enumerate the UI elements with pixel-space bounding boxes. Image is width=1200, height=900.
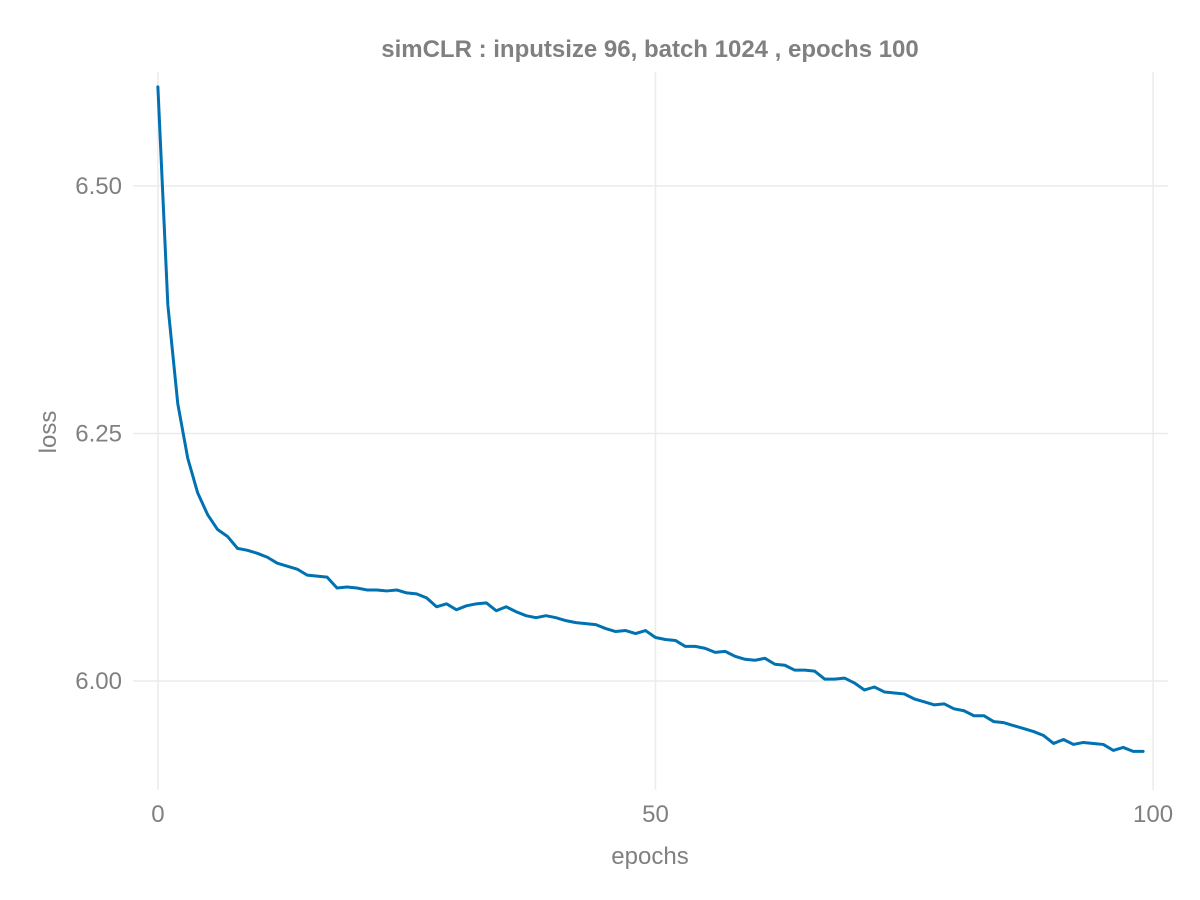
y-axis-label: loss	[35, 411, 62, 454]
x-tick-label: 100	[1133, 801, 1173, 828]
loss-series-line	[156, 85, 1145, 753]
x-tick-label: 0	[151, 801, 164, 828]
y-tick-label: 6.50	[75, 173, 122, 200]
chart-title: simCLR : inputsize 96, batch 1024 , epoc…	[381, 36, 919, 63]
series-group	[156, 85, 1145, 753]
y-tick-label: 6.25	[75, 420, 122, 447]
grid	[133, 72, 1168, 790]
tick-labels: 0 50 100 6.00 6.25 6.50	[75, 173, 1173, 828]
x-tick-label: 50	[642, 801, 669, 828]
y-tick-label: 6.00	[75, 668, 122, 695]
x-axis-label: epochs	[611, 843, 688, 870]
